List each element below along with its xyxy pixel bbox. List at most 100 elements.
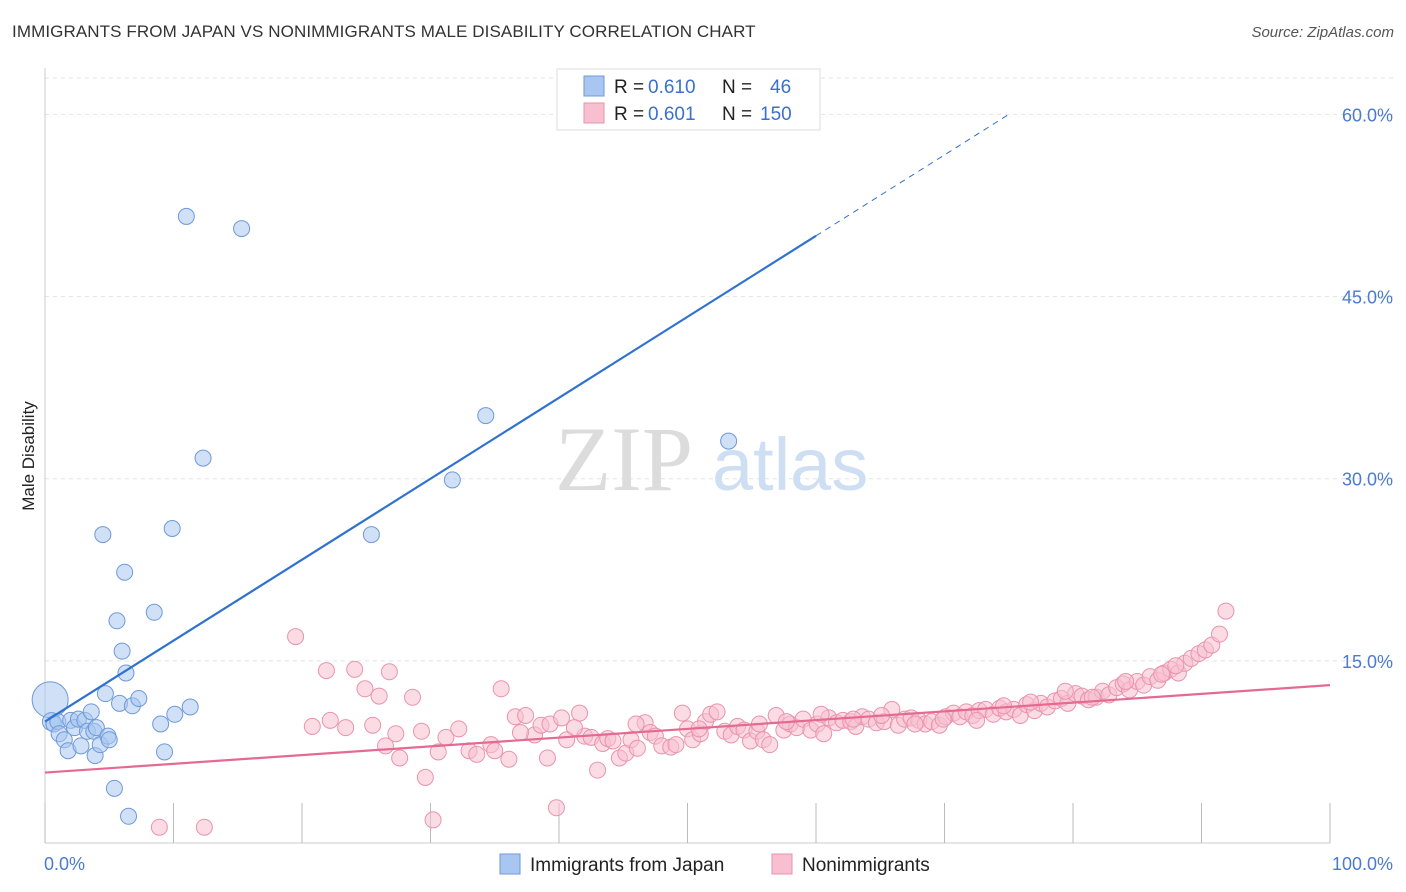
japan-point-39	[233, 220, 251, 238]
nonimmigrant-point-55	[708, 703, 726, 721]
japan-point-31	[145, 603, 163, 621]
nonimmigrant-point-153	[1022, 693, 1040, 711]
nonimmigrant-point-7	[370, 687, 388, 705]
nonimmigrant-point-129	[1210, 625, 1228, 643]
nonimmigrant-point-9	[380, 663, 398, 681]
japan-point-21	[100, 731, 118, 749]
legend-n-value-1: 150	[760, 104, 792, 125]
japan-point-33	[156, 743, 174, 761]
nonimmigrant-point-151	[906, 715, 924, 733]
nonimmigrant-point-30	[553, 709, 571, 727]
japan-point-40	[362, 526, 380, 544]
nonimmigrant-point-21	[492, 680, 510, 698]
nonimmigrant-point-1	[195, 818, 213, 836]
nonimmigrant-point-6	[364, 716, 382, 734]
nonimmigrant-point-148	[1167, 657, 1185, 675]
watermark-atlas: atlas	[712, 423, 868, 506]
nonimmigrant-point-10	[391, 749, 409, 767]
nonimmigrant-point-63	[761, 736, 779, 754]
legend-r-label-0: R =	[614, 77, 644, 98]
nonimmigrant-point-146	[1117, 673, 1135, 690]
nonimmigrant-point-42	[628, 739, 646, 757]
legend-n-value-0: 46	[770, 77, 791, 98]
legend-swatch-nonimmigrants	[583, 102, 605, 124]
nonimmigrant-point-20	[486, 742, 504, 760]
japan-trend-extension	[815, 114, 1010, 237]
y-tick-label-1: 30.0%	[1342, 470, 1393, 490]
x-tick-label-0: 0.0%	[44, 854, 85, 874]
japan-point-18	[94, 526, 112, 544]
japan-point-10	[72, 737, 90, 755]
nonimmigrant-point-154	[1083, 688, 1101, 706]
nonimmigrant-point-137	[565, 719, 583, 737]
japan-point-37	[181, 698, 199, 716]
nonimmigrant-point-35	[589, 761, 607, 779]
series-legend-swatch-nonimmigrants	[771, 853, 793, 875]
axes	[44, 68, 1331, 844]
gridlines	[45, 77, 1395, 662]
nonimmigrant-point-29	[547, 799, 565, 817]
japan-point-32	[152, 715, 170, 733]
watermark: ZIP atlas	[555, 408, 868, 510]
japan-point-28	[120, 807, 138, 825]
nonimmigrants-points	[150, 602, 1235, 836]
nonimmigrant-point-11	[404, 688, 422, 706]
tick-labels: 15.0% 30.0% 45.0% 60.0% 0.0% 100.0%	[44, 105, 1393, 874]
nonimmigrant-point-14	[424, 811, 442, 829]
nonimmigrant-point-3	[317, 662, 335, 680]
nonimmigrant-point-27	[538, 749, 556, 767]
nonimmigrant-point-22	[500, 750, 518, 768]
japan-point-19	[96, 685, 114, 703]
nonimmigrant-point-15	[429, 743, 447, 761]
trend-lines	[44, 114, 1331, 774]
series-legend-label-nonimmigrants: Nonimmigrants	[802, 855, 930, 876]
series-legend-swatch-japan	[499, 853, 521, 875]
y-tick-label-0: 15.0%	[1342, 652, 1393, 672]
japan-point-23	[108, 612, 126, 630]
nonimmigrant-point-2	[287, 628, 305, 646]
japan-point-43	[720, 432, 738, 450]
japan-point-16	[87, 719, 105, 737]
nonimmigrant-point-144	[995, 697, 1013, 715]
watermark-zip: ZIP	[555, 408, 693, 510]
series-legend: Immigrants from Japan Nonimmigrants	[499, 853, 930, 876]
nonimmigrant-point-4	[346, 660, 364, 678]
nonimmigrant-point-136	[511, 724, 529, 741]
nonimmigrant-point-145	[1056, 682, 1074, 700]
source-label: Source: ZipAtlas.com	[1251, 24, 1394, 41]
nonimmigrant-point-135	[450, 720, 468, 738]
legend-swatch-japan	[583, 75, 605, 97]
nonimmigrant-point-130	[1217, 602, 1235, 620]
nonimmigrant-point-141	[812, 705, 830, 723]
japan-point-25	[113, 642, 131, 660]
x-tick-label-1: 100.0%	[1332, 854, 1393, 874]
legend-r-value-1: 0.601	[648, 104, 696, 125]
nonimmigrant-point-138	[627, 715, 645, 733]
chart-title: IMMIGRANTS FROM JAPAN VS NONIMMIGRANTS M…	[12, 22, 756, 41]
japan-point-34	[163, 520, 181, 537]
legend-r-value-0: 0.610	[648, 77, 696, 98]
nonimmigrant-point-13	[416, 768, 434, 786]
legend-r-label-1: R =	[614, 104, 644, 125]
japan-point-26	[116, 563, 134, 581]
nonimmigrant-point-143	[934, 710, 952, 728]
nonimmigrant-point-134	[387, 725, 405, 743]
nonimmigrant-point-49	[673, 704, 691, 722]
nonimmigrant-point-152	[968, 711, 986, 729]
japan-point-36	[177, 207, 195, 225]
nonimmigrant-point-131	[303, 717, 321, 735]
nonimmigrant-point-132	[321, 711, 339, 729]
nonimmigrant-point-32	[571, 704, 589, 722]
stats-legend: R = 0.610 N = 46 R = 0.601 N = 150	[556, 68, 821, 131]
nonimmigrant-point-133	[337, 719, 355, 737]
japan-trend-line	[44, 234, 817, 723]
legend-n-label-1: N =	[722, 104, 752, 125]
japan-point-38	[194, 449, 212, 467]
japan-point-42	[477, 407, 495, 425]
y-tick-label-2: 45.0%	[1342, 288, 1393, 308]
nonimmigrants-trend-line	[44, 684, 1331, 774]
japan-point-35	[166, 705, 184, 723]
japan-point-22	[105, 779, 123, 797]
series-legend-label-japan: Immigrants from Japan	[530, 855, 724, 876]
